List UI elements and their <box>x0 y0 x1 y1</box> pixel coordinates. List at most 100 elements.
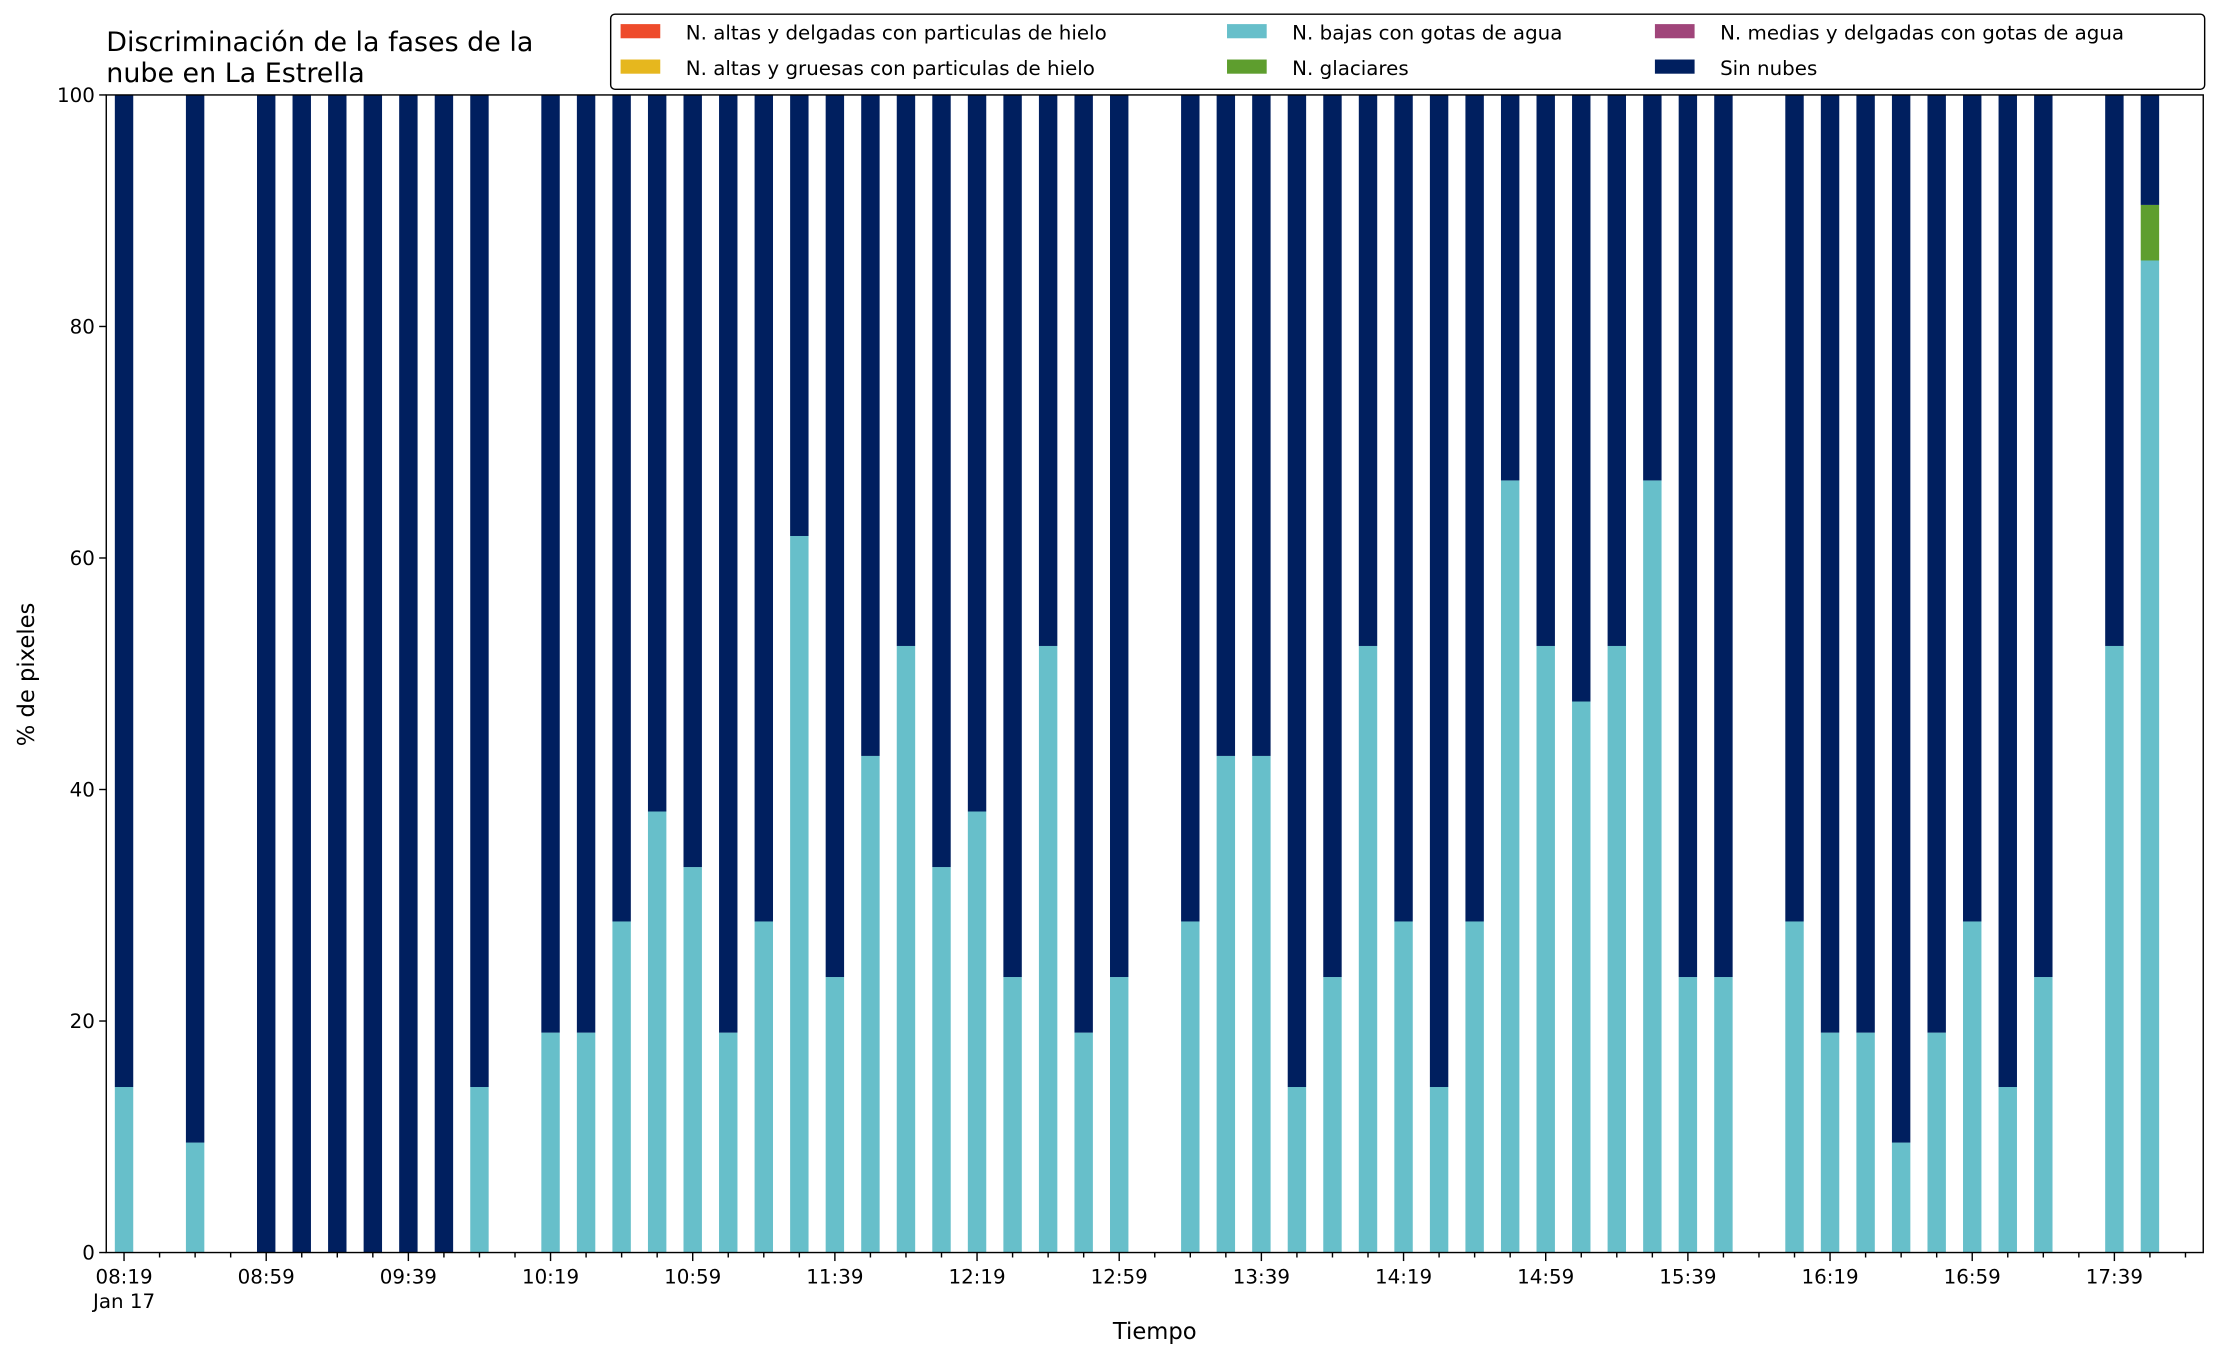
legend-swatch <box>620 24 661 39</box>
bar-segment <box>1927 1032 1946 1253</box>
bar-segment <box>1963 921 1982 1253</box>
legend-label: N. medias y delgadas con gotas de agua <box>1720 22 2124 45</box>
x-tick-label: 08:19 <box>95 1266 152 1289</box>
x-tick-label: 15:39 <box>1659 1266 1716 1289</box>
bar-segment <box>612 921 631 1253</box>
bar-segment <box>861 94 880 756</box>
bar-segment <box>1216 94 1236 756</box>
bar-segment <box>1678 977 1698 1253</box>
legend-swatch <box>1227 24 1267 39</box>
bar-segment <box>399 94 418 1253</box>
bar-segment <box>1785 94 1804 922</box>
bar-segment <box>1110 94 1129 978</box>
bar-segment <box>2105 94 2124 646</box>
bar-segment <box>1003 94 1022 978</box>
bar-segment <box>114 94 134 1088</box>
bar-segment <box>1963 94 1982 922</box>
bar-segment <box>185 1142 205 1253</box>
bar-segment <box>1465 921 1484 1253</box>
y-axis-label: % de pixeles <box>14 603 40 747</box>
x-tick-label: 09:39 <box>380 1266 437 1289</box>
bar-segment <box>1323 94 1342 978</box>
bar-segment <box>719 94 738 1033</box>
bar-segment <box>1181 921 1200 1253</box>
bar-segment <box>1536 94 1555 646</box>
y-tick-label: 0 <box>82 1242 95 1265</box>
legend-label: N. altas y gruesas con particulas de hie… <box>686 57 1095 80</box>
legend-frame <box>609 13 2206 90</box>
bar-segment <box>2140 204 2160 261</box>
bar-segment <box>932 94 951 868</box>
bar-segment <box>1856 1032 1875 1253</box>
bar-segment <box>1998 94 2017 1088</box>
x-tick-label: 13:39 <box>1233 1266 1290 1289</box>
bar-segment <box>1891 94 1911 1143</box>
bar-segment <box>1572 701 1591 1253</box>
bar-segment <box>790 535 809 1253</box>
bar-segment <box>2105 645 2124 1253</box>
bar-segment <box>434 94 454 1253</box>
bar-segment <box>825 977 845 1253</box>
bar-segment <box>1252 755 1271 1253</box>
bar-segment <box>292 94 311 1253</box>
legend-label: N. altas y delgadas con particulas de hi… <box>686 22 1107 45</box>
bar-segment <box>1714 977 1733 1253</box>
bar-segment <box>1038 94 1058 646</box>
x-tick-label: 12:59 <box>1091 1266 1148 1289</box>
plot-frame <box>105 94 2204 1254</box>
bar-segment <box>754 94 774 922</box>
bar-segment <box>719 1032 738 1253</box>
bar-segment <box>1181 94 1200 922</box>
legend-swatch <box>1654 24 1695 39</box>
bar-segment <box>185 94 205 1143</box>
x-tick-label: 14:19 <box>1375 1266 1432 1289</box>
bar-segment <box>1998 1087 2017 1253</box>
bar-segment <box>1394 94 1413 922</box>
bar-segment <box>1820 94 1840 1033</box>
bar-segment <box>790 94 809 536</box>
bar-segment <box>1714 94 1733 978</box>
bar-segment <box>2034 94 2053 978</box>
bar-segment <box>114 1087 134 1253</box>
legend-swatch <box>1227 59 1267 74</box>
x-tick-label: 17:39 <box>2086 1266 2143 1289</box>
x-tick-label: 10:19 <box>522 1266 579 1289</box>
bar-segment <box>1429 1087 1449 1253</box>
chart-title: Discriminación de la fases de la nube en … <box>106 27 533 89</box>
legend-label: Sin nubes <box>1720 57 1817 80</box>
y-tick-label: 100 <box>57 84 95 107</box>
bar-segment <box>576 1032 596 1253</box>
bar-segment <box>1465 94 1484 922</box>
bar-segment <box>683 94 702 868</box>
bar-segment <box>1678 94 1698 978</box>
x-tick-label: 11:39 <box>806 1266 863 1289</box>
x-tick-sublabel: Jan 17 <box>91 1290 155 1313</box>
x-tick-label: 14:59 <box>1517 1266 1574 1289</box>
bar-segment <box>1358 645 1378 1253</box>
y-tick-label: 40 <box>70 779 95 802</box>
bar-segment <box>576 94 596 1033</box>
y-tick-label: 60 <box>70 547 95 570</box>
y-tick-label: 20 <box>70 1010 95 1033</box>
x-tick-label: 16:59 <box>1944 1266 2001 1289</box>
bar-segment <box>2034 977 2053 1253</box>
bar-segment <box>967 811 987 1253</box>
bar-segment <box>647 94 667 812</box>
bar-segment <box>1927 94 1946 1033</box>
bar-segment <box>1216 755 1236 1253</box>
bar-segment <box>967 94 987 812</box>
bar-segment <box>1429 94 1449 1088</box>
bar-segment <box>861 755 880 1253</box>
bar-segment <box>363 94 383 1253</box>
bar-segment <box>1287 94 1307 1088</box>
bar-segment <box>1891 1142 1911 1253</box>
bar-segment <box>1500 480 1520 1253</box>
bar-segment <box>1003 977 1022 1253</box>
bar-segment <box>541 94 560 1033</box>
bar-segment <box>1358 94 1378 646</box>
bar-segment <box>1572 94 1591 702</box>
bar-segment <box>896 94 916 646</box>
x-tick-label: 08:59 <box>238 1266 295 1289</box>
legend-label: N. bajas con gotas de agua <box>1292 22 1562 45</box>
bar-segment <box>683 867 702 1253</box>
